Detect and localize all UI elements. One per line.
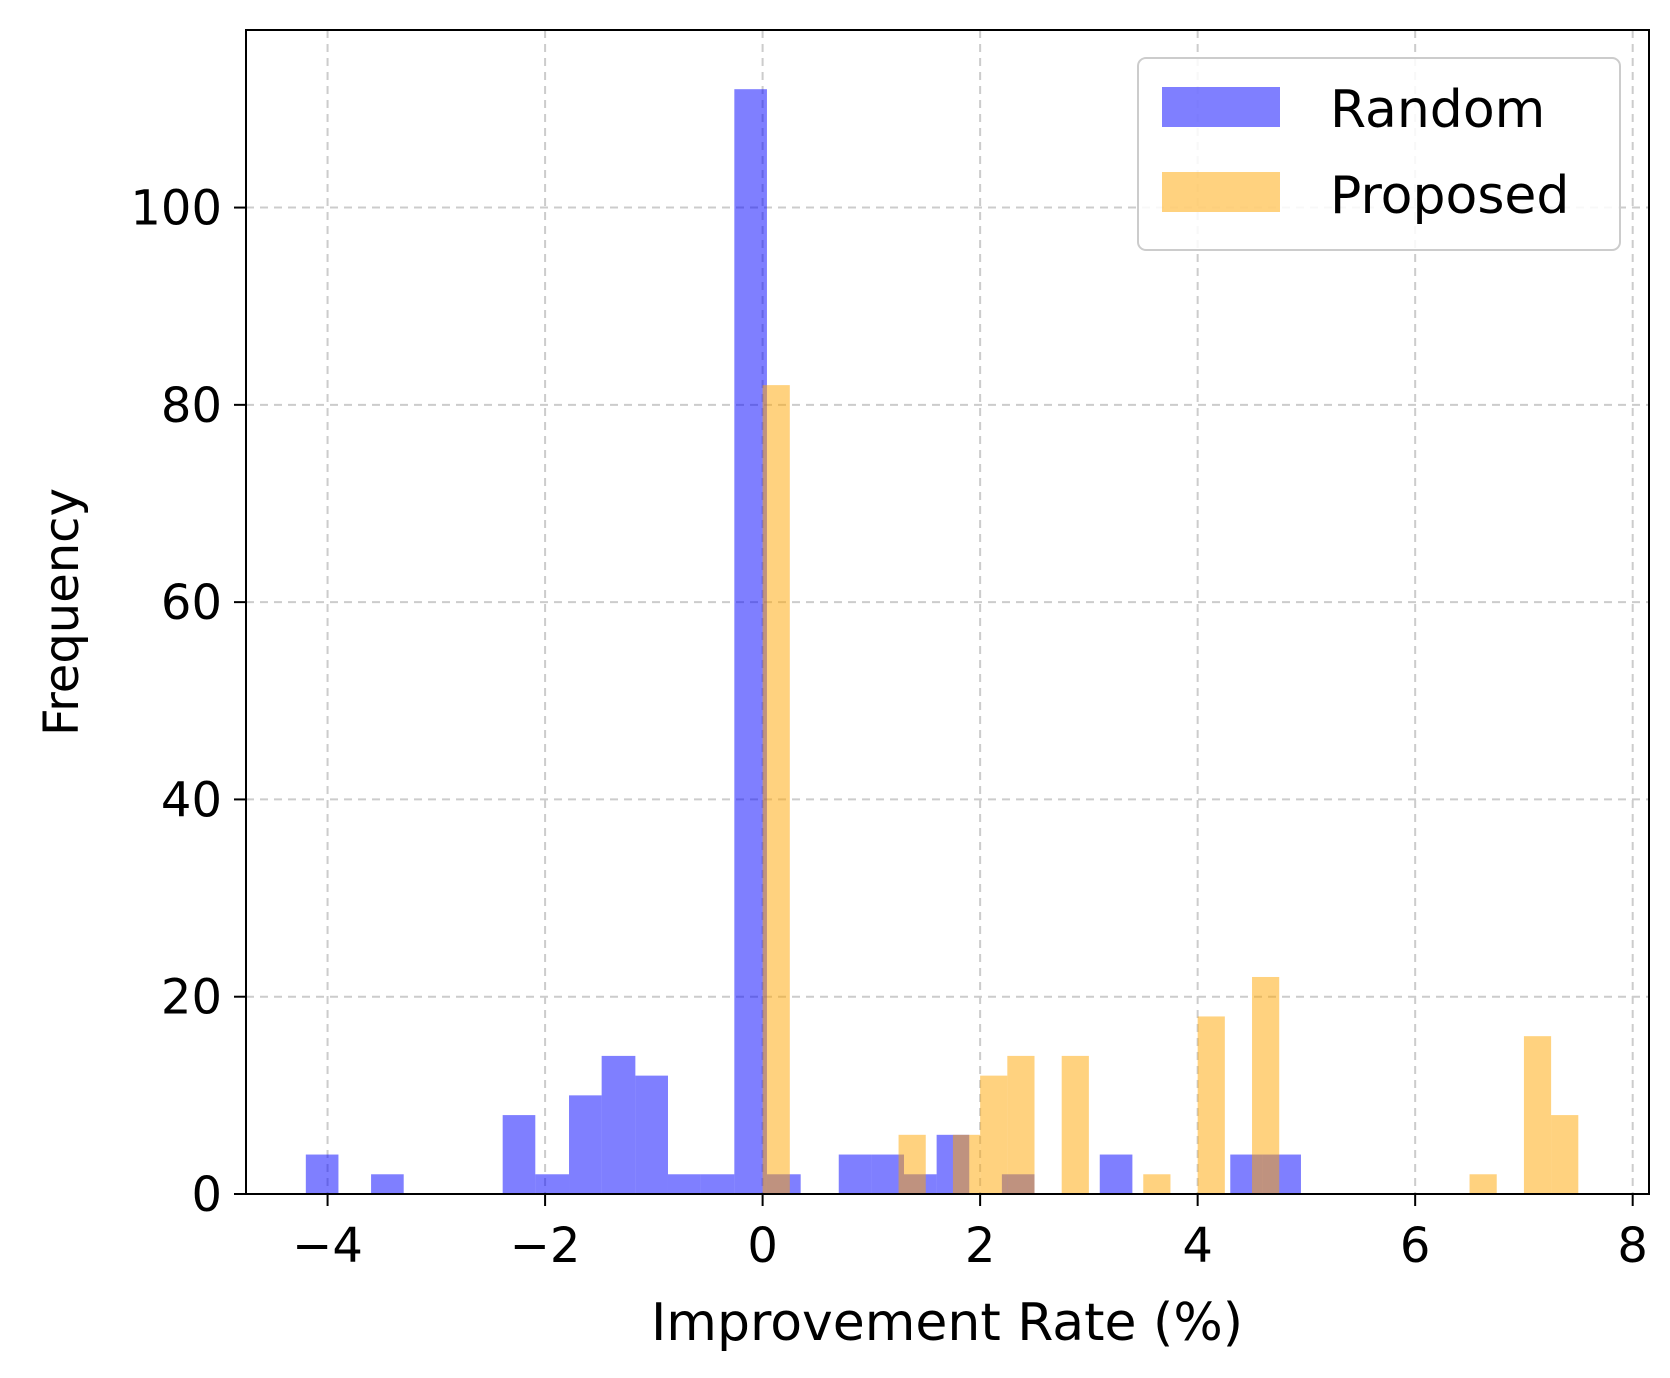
histogram-bar-proposed bbox=[980, 1075, 1008, 1194]
histogram-bar-proposed bbox=[1061, 1055, 1089, 1194]
histogram-bar-proposed bbox=[1197, 1016, 1225, 1194]
histogram-bar-random bbox=[1099, 1154, 1133, 1194]
x-tick-label: 8 bbox=[1617, 1218, 1648, 1274]
legend-label-proposed: Proposed bbox=[1330, 166, 1569, 226]
y-tick-label: 100 bbox=[130, 181, 222, 237]
histogram-bar-proposed bbox=[1143, 1174, 1171, 1194]
histogram-bar-proposed bbox=[1469, 1174, 1497, 1194]
legend: Random Proposed bbox=[1137, 57, 1621, 251]
histogram-bar-random bbox=[734, 89, 767, 1195]
histogram-bar-random bbox=[371, 1174, 404, 1194]
histogram-bar-proposed bbox=[1523, 1036, 1552, 1194]
y-tick-label: 80 bbox=[161, 378, 222, 434]
x-tick-label: 6 bbox=[1400, 1218, 1431, 1274]
x-tick-label: −2 bbox=[510, 1218, 581, 1274]
histogram-bar-proposed bbox=[1551, 1115, 1579, 1194]
histogram-bar-random bbox=[838, 1154, 872, 1194]
histogram-bar-random bbox=[601, 1055, 636, 1194]
legend-swatch-random bbox=[1162, 87, 1280, 127]
y-tick-label: 60 bbox=[161, 575, 222, 631]
x-tick-label: 0 bbox=[747, 1218, 778, 1274]
histogram-bar-random bbox=[569, 1095, 602, 1194]
y-tick-label: 0 bbox=[191, 1167, 222, 1223]
legend-swatch-proposed bbox=[1162, 172, 1280, 212]
histogram-bar-random bbox=[667, 1174, 701, 1194]
histogram-bar-random bbox=[635, 1075, 668, 1194]
histogram-bar-proposed bbox=[1252, 976, 1280, 1194]
x-axis-label: Improvement Rate (%) bbox=[651, 1293, 1243, 1353]
y-tick-label: 20 bbox=[161, 970, 222, 1026]
histogram-bar-proposed bbox=[1007, 1055, 1035, 1194]
x-tick-label: 2 bbox=[965, 1218, 996, 1274]
histogram-bar-proposed bbox=[762, 385, 790, 1194]
plot-frame bbox=[245, 29, 1650, 1195]
histogram-bar-proposed bbox=[952, 1134, 981, 1194]
axes-layer bbox=[245, 29, 1650, 1195]
legend-label-random: Random bbox=[1330, 80, 1545, 140]
histogram-bar-random bbox=[502, 1115, 536, 1194]
bars-layer bbox=[305, 89, 1579, 1195]
histogram-bar-random bbox=[535, 1174, 570, 1194]
x-tick-label: 4 bbox=[1182, 1218, 1213, 1274]
x-tick-label: −4 bbox=[292, 1218, 363, 1274]
histogram-bar-random bbox=[305, 1154, 339, 1194]
y-tick-label: 40 bbox=[161, 772, 222, 828]
y-axis-label: Frequency bbox=[34, 488, 90, 736]
histogram-bar-proposed bbox=[898, 1134, 926, 1194]
histogram-bar-random bbox=[700, 1174, 735, 1194]
